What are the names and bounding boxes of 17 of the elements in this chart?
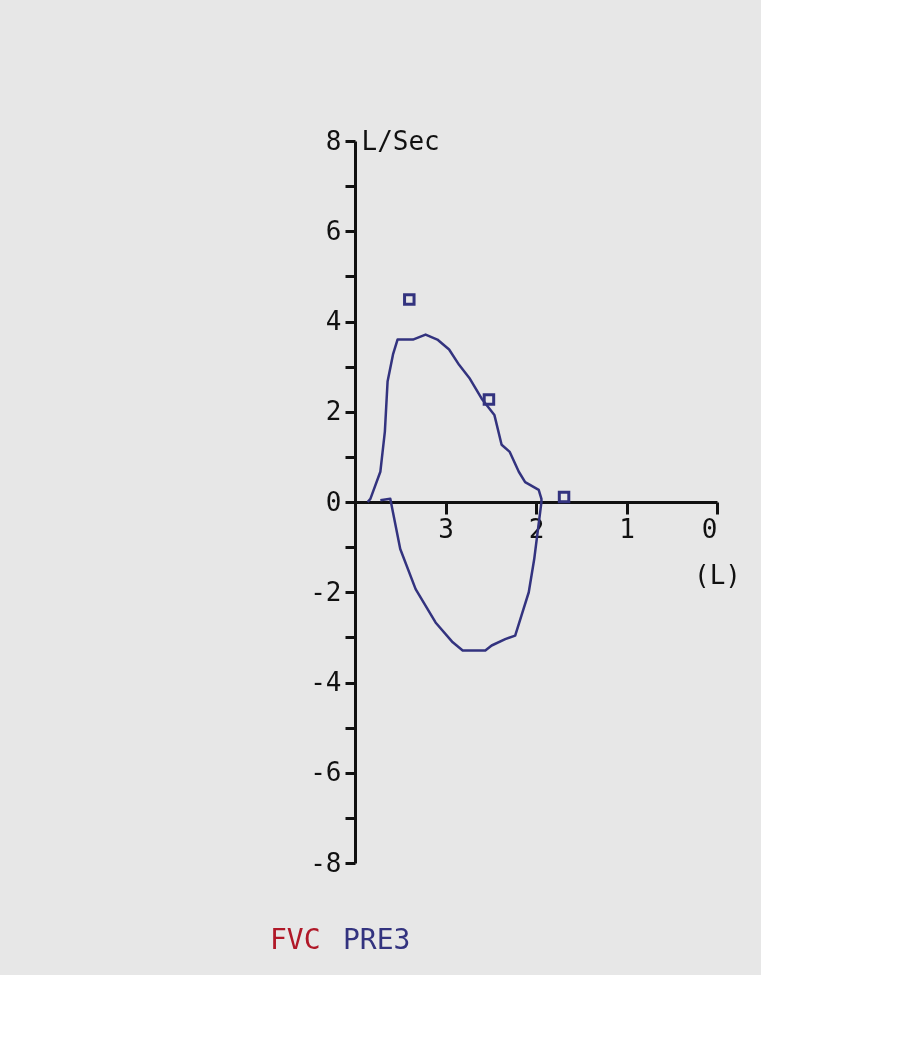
y-tick-label: 4	[325, 306, 342, 336]
y-tick-label: -6	[310, 757, 342, 788]
x-tick-label: 3	[438, 513, 454, 544]
y-tick-label: 0	[325, 486, 342, 517]
line-series	[366, 333, 543, 652]
y-tick-label: -8	[310, 847, 342, 878]
y-tick-label: 6	[325, 215, 342, 246]
y-tick-label: -4	[310, 667, 342, 697]
x-tick-label: 1	[619, 513, 635, 544]
x-axis-title: (L)	[694, 559, 741, 590]
text: FVC	[270, 923, 321, 956]
y-axis-title: L/Sec	[361, 125, 440, 156]
y-tick-label: 2	[325, 396, 342, 427]
text: PRE3	[343, 923, 411, 956]
y-tick-label: 8	[325, 125, 342, 156]
y-tick-label: -2	[310, 576, 342, 607]
x-tick-label: 0	[701, 513, 718, 544]
